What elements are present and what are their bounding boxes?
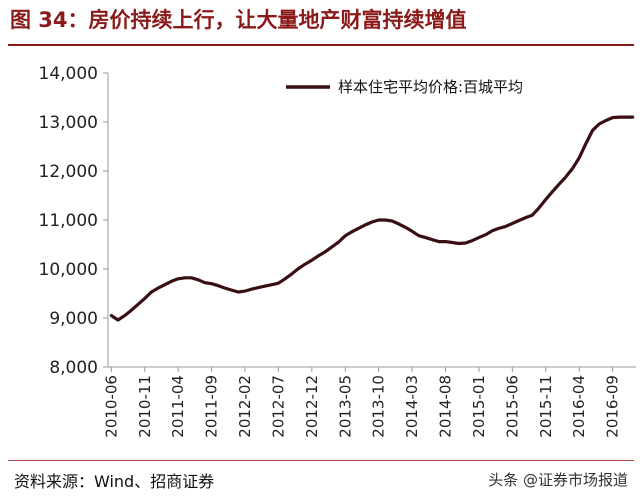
y-tick-label: 12,000	[39, 162, 98, 182]
figure-title: 图 34：房价持续上行，让大量地产财富持续增值	[10, 8, 467, 32]
x-tick-label: 2013-10	[370, 375, 388, 438]
y-tick-label: 9,000	[49, 309, 98, 329]
x-tick-label: 2015-06	[503, 375, 521, 438]
legend-label: 样本住宅平均价格:百城平均	[338, 78, 523, 96]
legend: 样本住宅平均价格:百城平均	[286, 78, 523, 96]
y-tick-label: 11,000	[39, 211, 98, 231]
x-axis: 2010-06 2010-11 2011-04 2011-09 2012-02 2012-…	[102, 366, 636, 438]
footer-divider	[8, 460, 634, 461]
title-divider	[8, 44, 634, 46]
plot-lines	[109, 115, 635, 322]
x-tick-label: 2016-09	[604, 375, 622, 438]
x-tick-label: 2010-06	[102, 375, 120, 438]
x-tick-label: 2014-03	[403, 375, 421, 438]
x-tick-label: 2012-12	[303, 375, 321, 438]
x-tick-label: 2015-01	[470, 375, 488, 438]
y-tick-label: 13,000	[39, 113, 98, 133]
y-axis: 8,000 9,000 10,000 11,000 12,000 13,000 14,000	[39, 64, 109, 378]
series-line	[109, 115, 635, 322]
y-tick-label: 10,000	[39, 260, 98, 280]
x-tick-label: 2015-11	[537, 375, 555, 438]
x-tick-label: 2014-08	[437, 375, 455, 438]
x-tick-label: 2010-11	[136, 375, 154, 438]
source-note: 资料来源：Wind、招商证券	[14, 472, 215, 491]
x-tick-label: 2012-07	[269, 375, 287, 438]
x-tick-label: 2011-04	[169, 375, 187, 438]
x-tick-label: 2013-05	[336, 375, 354, 438]
x-tick-label: 2012-02	[236, 375, 254, 438]
y-tick-label: 14,000	[39, 64, 98, 84]
x-tick-label: 2016-04	[570, 375, 588, 438]
y-tick-label: 8,000	[49, 358, 98, 378]
watermark-text: 头条 @证券市场报道	[488, 471, 628, 489]
x-tick-label: 2011-09	[203, 375, 221, 438]
